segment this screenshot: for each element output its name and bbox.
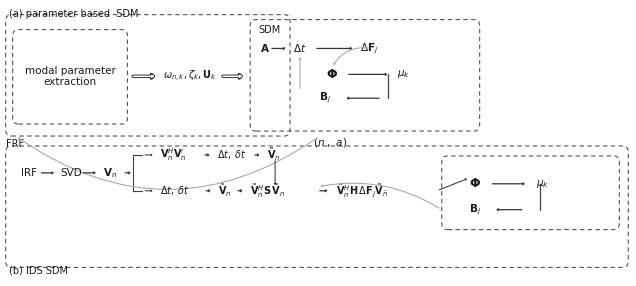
Text: $\boldsymbol{\Phi}$: $\boldsymbol{\Phi}$ [326,68,338,81]
Text: (a) parameter based  SDM: (a) parameter based SDM [9,9,138,19]
Text: SVD: SVD [60,168,82,178]
Text: (b) IDS SDM: (b) IDS SDM [9,265,67,275]
Text: $\mathbf{V}_n$: $\mathbf{V}_n$ [104,166,118,180]
Text: $\tilde{\mathbf{V}}_n$: $\tilde{\mathbf{V}}_n$ [267,146,280,163]
Text: SDM: SDM [258,25,280,35]
Text: $\mathbf{B}_j$: $\mathbf{B}_j$ [319,91,331,106]
Text: $\Delta t,\,\delta t$: $\Delta t,\,\delta t$ [218,148,246,161]
Text: $\mathbf{V}_n^H\mathbf{V}_n'$: $\mathbf{V}_n^H\mathbf{V}_n'$ [160,146,187,163]
Text: IRF: IRF [20,168,37,178]
Text: $\mathbf{B}_j$: $\mathbf{B}_j$ [469,202,481,217]
Text: $\mu_k$: $\mu_k$ [397,68,410,80]
Text: $\mu_k$: $\mu_k$ [536,178,549,190]
Text: $\Delta\mathbf{F}_j$: $\Delta\mathbf{F}_j$ [360,41,378,56]
Text: $\tilde{\mathbf{V}}_n$: $\tilde{\mathbf{V}}_n$ [218,182,232,199]
Text: $\tilde{\mathbf{V}}_n^H\mathbf{S}\,\tilde{\mathbf{V}}_n$: $\tilde{\mathbf{V}}_n^H\mathbf{S}\,\tild… [250,182,286,200]
Text: $(n\ ,\ a)$: $(n\ ,\ a)$ [313,136,347,150]
Text: FRF: FRF [6,139,24,149]
Text: $\tilde{\mathbf{V}}_n^H\mathbf{H}\,\Delta\mathbf{F}_j\tilde{\mathbf{V}}_{\bar{n}: $\tilde{\mathbf{V}}_n^H\mathbf{H}\,\Delt… [336,182,388,200]
Text: $\boldsymbol{\Phi}$: $\boldsymbol{\Phi}$ [469,177,481,190]
Text: $\mathbf{A}$: $\mathbf{A}$ [260,42,270,54]
Text: $\omega_{n,k},\zeta_k,\mathbf{U}_k$: $\omega_{n,k},\zeta_k,\mathbf{U}_k$ [163,69,218,84]
Text: modal parameter
extraction: modal parameter extraction [25,65,116,87]
Text: $\Delta t$: $\Delta t$ [293,42,307,54]
Text: $\Delta t,\,\delta t$: $\Delta t,\,\delta t$ [160,184,190,197]
